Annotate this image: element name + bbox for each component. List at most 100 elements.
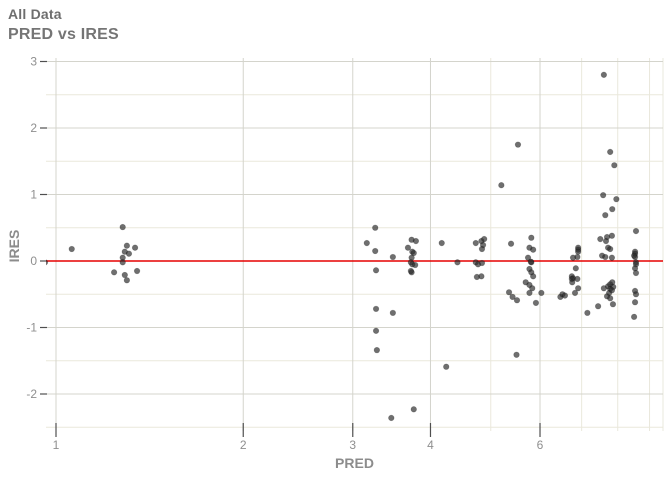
data-point <box>404 244 412 251</box>
y-tick-label: -1 <box>26 321 37 335</box>
data-point <box>46 259 49 266</box>
y-axis-title: IRES <box>6 229 22 263</box>
x-tick-label: 1 <box>53 438 60 452</box>
data-point <box>613 196 620 203</box>
chart-title: All Data <box>8 6 62 22</box>
data-point <box>571 289 579 297</box>
data-point <box>119 259 126 266</box>
data-point <box>607 295 614 302</box>
data-point <box>530 273 537 280</box>
data-point <box>513 297 521 304</box>
data-point <box>410 406 417 413</box>
data-point <box>609 301 617 308</box>
data-point <box>609 205 616 213</box>
data-point <box>407 267 415 275</box>
data-point <box>513 351 520 358</box>
x-tick-label: 2 <box>240 438 247 452</box>
minor-gridlines <box>46 58 664 431</box>
data-point <box>632 227 640 235</box>
data-point <box>575 248 582 255</box>
data-point <box>68 245 75 253</box>
data-point <box>478 245 486 253</box>
data-point <box>363 239 370 247</box>
data-point <box>632 291 640 298</box>
y-tick-label: 3 <box>30 55 37 69</box>
data-point <box>527 258 535 265</box>
data-point <box>608 287 616 294</box>
data-point <box>584 309 591 317</box>
data-point <box>602 253 609 261</box>
data-point <box>39 209 45 215</box>
data-point <box>123 242 131 249</box>
data-point <box>528 234 535 241</box>
data-point <box>632 269 640 277</box>
data-point <box>524 254 532 261</box>
data-point <box>597 235 604 243</box>
data-point <box>410 249 417 257</box>
axis-tick-labels: 1 2 3 4 6 3 2 1 0 -1 -2 <box>26 55 543 453</box>
data-point <box>526 289 533 297</box>
data-point <box>569 254 577 261</box>
chart-subtitle: PRED vs IRES <box>8 26 119 43</box>
data-point <box>443 363 450 370</box>
data-point <box>611 162 618 169</box>
data-point <box>607 245 614 253</box>
data-point <box>509 293 516 301</box>
y-tick-label: -2 <box>26 387 37 401</box>
data-point <box>569 279 576 286</box>
data-point <box>372 327 380 334</box>
x-tick-label: 6 <box>537 438 544 452</box>
data-point <box>133 267 141 275</box>
data-point <box>607 148 614 156</box>
data-point <box>472 239 479 247</box>
data-point <box>514 141 522 148</box>
data-point <box>372 224 379 231</box>
data-point <box>123 277 131 284</box>
data-point <box>125 250 133 257</box>
data-point <box>110 269 118 276</box>
data-point <box>505 289 513 296</box>
x-tick-label: 3 <box>349 438 356 452</box>
major-gridlines <box>46 58 663 431</box>
data-point <box>600 192 607 199</box>
y-tick-label: 0 <box>30 254 37 268</box>
data-point <box>389 253 397 261</box>
data-point <box>389 309 397 317</box>
data-point <box>454 259 461 266</box>
axis-tick-marks <box>40 60 541 437</box>
data-point <box>608 254 616 261</box>
data-point <box>538 289 545 297</box>
data-point <box>498 182 505 189</box>
data-point <box>412 261 419 269</box>
data-point <box>532 299 540 307</box>
data-point <box>594 303 602 310</box>
data-point <box>478 259 486 267</box>
data-point <box>608 232 616 239</box>
data-point <box>630 252 638 259</box>
data-point <box>438 239 445 247</box>
x-tick-label: 4 <box>427 438 434 452</box>
data-points <box>39 71 640 422</box>
y-tick-label: 2 <box>30 121 37 135</box>
data-point <box>631 299 639 306</box>
data-point <box>572 265 579 272</box>
data-point <box>561 292 569 299</box>
data-point <box>39 249 45 255</box>
data-point <box>481 235 488 243</box>
data-point <box>602 211 609 219</box>
data-point <box>602 237 610 245</box>
data-point <box>39 240 45 246</box>
data-point <box>131 244 139 251</box>
data-point <box>412 237 420 245</box>
data-point <box>119 223 126 231</box>
y-tick-label: 1 <box>30 188 37 202</box>
data-point <box>507 240 515 247</box>
data-point <box>630 313 638 321</box>
data-point <box>529 285 536 292</box>
data-point <box>372 247 379 255</box>
data-point <box>530 246 537 253</box>
data-point <box>478 273 485 280</box>
data-point <box>574 275 581 283</box>
